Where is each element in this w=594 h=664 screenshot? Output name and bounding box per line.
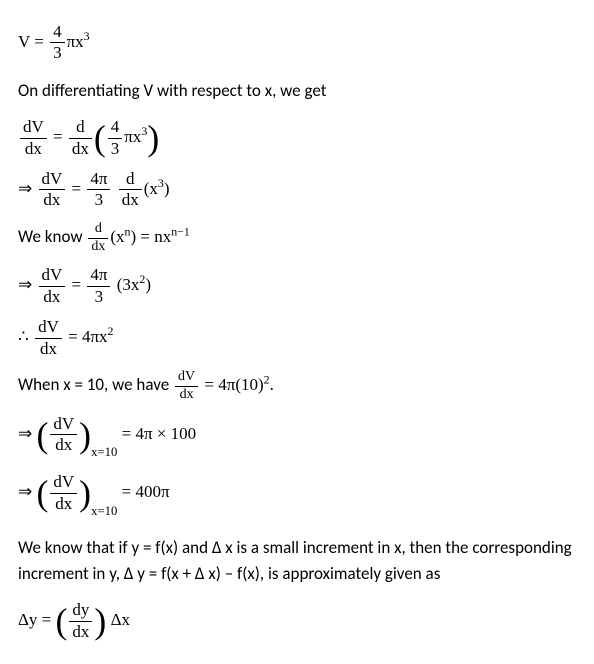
text-power-rule: We know d dx (xn) = nxn−1 [18, 221, 576, 256]
frac-dv-dx-3: dV dx [39, 265, 66, 307]
frac-dv-dx-2: dV dx [39, 169, 66, 211]
eq-400pi: = 400π [122, 482, 170, 501]
equation-at-10-a: ⇒ ( dV dx )x=10 = 4π × 100 [18, 414, 576, 463]
lparen-icon: ( [37, 473, 49, 513]
frac-4pi-3: 4π 3 [87, 169, 110, 211]
rparen-icon: ) [79, 473, 91, 513]
rparen-icon: ) [94, 601, 106, 641]
arrow-icon: ⇒ [18, 482, 32, 501]
equation-dv-dx-result: ∴ dV dx = 4πx2 [18, 317, 576, 359]
therefore-icon: ∴ [18, 327, 29, 346]
open-xn: (x [110, 227, 124, 246]
delta-y-lhs: Δy = [18, 610, 51, 629]
frac-d-dx-small: d dx [88, 221, 108, 256]
rparen-icon: ) [147, 118, 159, 158]
volume-lhs: V = [18, 32, 44, 51]
eq-4pi100: = 4π × 100 [122, 423, 197, 442]
equation-dv-dx-2: ⇒ dV dx = 4π 3 d dx (x3) [18, 169, 576, 211]
text-differentiating: On differentiating V with respect to x, … [18, 78, 576, 104]
arrow-icon: ⇒ [18, 179, 32, 198]
eq: = [53, 127, 63, 146]
lparen-icon: ( [37, 414, 49, 454]
equation-dv-dx-3: ⇒ dV dx = 4π 3 (3x2) [18, 265, 576, 307]
lparen-icon: ( [94, 118, 106, 158]
delta-x: Δx [111, 610, 130, 629]
open-paren: (x [144, 179, 158, 198]
eq: = [72, 275, 82, 294]
frac-dv-dx-4: dV dx [35, 317, 62, 359]
text-when-x-10: When x = 10, we have dV dx = 4π(10)2. [18, 369, 576, 404]
close-paren: ) [145, 275, 151, 294]
when-x-text: When x = 10, we have [18, 374, 173, 395]
equation-delta-y: Δy = ( dy dx ) Δx [18, 600, 576, 642]
open-3x: (3x [117, 275, 140, 294]
frac-4-3-b: 4 3 [108, 117, 123, 159]
rparen-icon: ) [79, 414, 91, 454]
frac-4pi-3-b: 4π 3 [87, 265, 110, 307]
period: . [270, 374, 274, 395]
frac-d-dx: d dx [69, 117, 92, 159]
arrow-icon: ⇒ [18, 423, 32, 442]
frac-dv-dx-5: dV dx [50, 414, 77, 456]
eq: = [72, 179, 82, 198]
close-paren: ) [164, 179, 170, 198]
eq-4pi10: = 4π(10) [204, 375, 263, 394]
frac-dv-dx-small: dV dx [175, 369, 198, 404]
text-increment-explain: We know that if y = f(x) and Δ x is a sm… [18, 535, 576, 586]
equation-at-10-b: ⇒ ( dV dx )x=10 = 400π [18, 472, 576, 521]
frac-dy-dx: dy dx [69, 600, 92, 642]
subscript-x10-b: x=10 [91, 502, 117, 521]
frac-d-dx-2: d dx [119, 169, 142, 211]
frac-dv-dx-6: dV dx [50, 472, 77, 514]
subscript-x10: x=10 [91, 443, 117, 462]
equation-dv-dx-1: dV dx = d dx ( 4 3 πx3) [18, 117, 576, 159]
pi-x: πx [67, 32, 84, 51]
frac-4-3: 4 3 [50, 22, 65, 64]
we-know-text: We know [18, 226, 86, 247]
frac-dv-dx: dV dx [20, 117, 47, 159]
eq-4pix2: = 4πx [68, 327, 107, 346]
exp-2-b: 2 [108, 324, 114, 338]
exp-3: 3 [84, 29, 90, 43]
arrow-icon: ⇒ [18, 275, 32, 294]
equation-volume-formula: V = 4 3 πx3 [18, 22, 576, 64]
pi-x-b: πx [124, 127, 141, 146]
exp-nm1: n−1 [171, 224, 190, 238]
close-eq-nx: ) = nx [130, 227, 171, 246]
lparen-icon: ( [56, 601, 68, 641]
